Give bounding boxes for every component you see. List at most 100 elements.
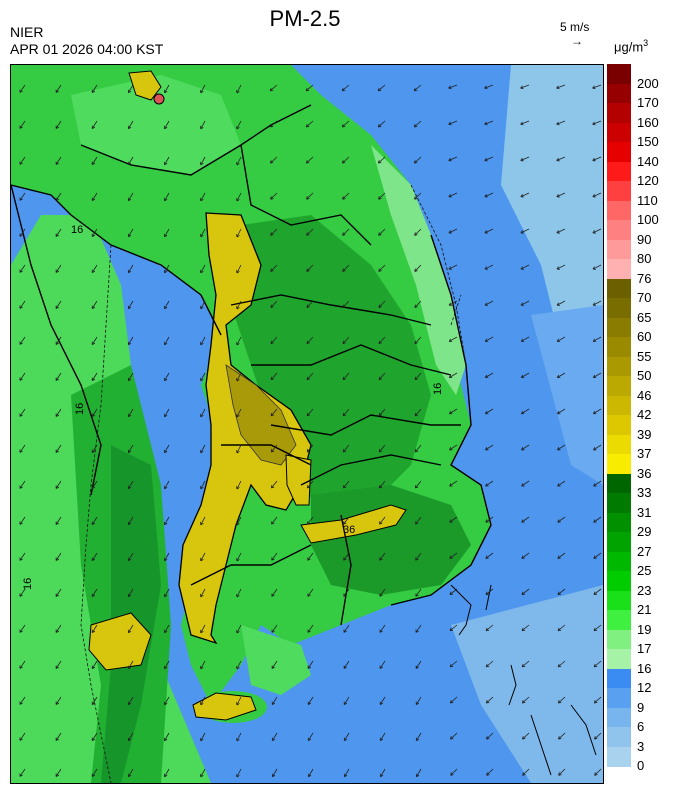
wind-arrow [272, 768, 278, 777]
wind-arrow-head [236, 557, 240, 562]
wind-arrow-head [200, 701, 204, 706]
wind-arrow-head [342, 448, 347, 453]
wind-arrow [55, 588, 62, 597]
wind-arrow [270, 192, 278, 200]
wind-arrow [164, 624, 170, 634]
wind-arrow [270, 372, 278, 381]
wind-arrow [164, 660, 170, 670]
wind-arrow-head [127, 449, 132, 454]
wind-arrow-head [484, 266, 488, 270]
wind-arrow [128, 408, 134, 417]
wind-arrow [128, 300, 134, 309]
wind-arrow-head [127, 521, 132, 526]
wind-arrow-head [380, 773, 384, 778]
wind-arrow [558, 696, 566, 704]
wind-arrow-head [19, 773, 23, 777]
legend-swatch [607, 746, 631, 767]
wind-arrow [449, 660, 458, 668]
wind-arrow-head [200, 305, 204, 310]
wind-scale-label: 5 m/s [560, 20, 590, 34]
wind-arrow [19, 624, 26, 633]
wind-arrow [557, 480, 566, 487]
wind-arrow-head [55, 269, 59, 273]
legend-swatch [607, 317, 631, 338]
wind-arrow [379, 480, 386, 489]
wind-arrow-head [414, 196, 418, 200]
wind-arrow [343, 588, 350, 597]
wind-arrow-head [344, 773, 348, 778]
wind-arrow-head [236, 125, 240, 130]
legend-swatch [607, 259, 631, 279]
wind-arrow [19, 480, 26, 489]
wind-arrow [379, 588, 386, 597]
wind-arrow [236, 228, 242, 238]
wind-arrow-head [342, 340, 346, 345]
wind-arrow-head [448, 374, 453, 379]
wind-arrow-head [592, 157, 596, 162]
wind-arrow [200, 696, 206, 706]
wind-arrow [128, 336, 134, 345]
legend-label: 110 [637, 192, 658, 208]
legend-swatch [607, 161, 631, 182]
wind-arrow [306, 120, 314, 128]
wind-arrow [19, 408, 26, 417]
legend-swatch [607, 356, 631, 377]
wind-arrow-head [556, 121, 560, 126]
wind-arrow [164, 552, 170, 562]
wind-arrow [271, 588, 278, 597]
wind-arrow [19, 192, 26, 201]
wind-arrow [306, 408, 314, 417]
wind-arrow-head [306, 448, 311, 453]
wind-arrow-head [271, 521, 275, 525]
wind-arrow-head [450, 772, 454, 776]
wind-arrow-head [448, 266, 452, 270]
wind-arrow-head [449, 663, 454, 668]
wind-arrow [486, 696, 494, 704]
wind-arrow-head [127, 773, 132, 778]
wind-arrow [19, 696, 26, 705]
wind-arrow-head [449, 591, 453, 595]
wind-arrow-head [343, 521, 347, 525]
wind-arrow-head [127, 125, 132, 130]
wind-arrow-head [55, 89, 59, 93]
wind-arrow-head [164, 629, 168, 634]
wind-arrow [164, 336, 170, 346]
wind-arrow-head [271, 737, 276, 742]
wind-arrow-head [55, 701, 59, 705]
wind-arrow-head [521, 410, 525, 415]
wind-arrow-head [484, 230, 488, 234]
legend-swatch [607, 610, 631, 630]
wind-arrow [378, 444, 386, 453]
wind-arrow [19, 120, 26, 129]
wind-arrow [270, 336, 278, 344]
wind-arrow [450, 768, 458, 776]
wind-arrow [19, 444, 26, 453]
wind-arrow [91, 408, 98, 417]
wind-arrow-head [91, 629, 96, 633]
wind-arrow-head [520, 157, 524, 162]
legend-label: 37 [637, 446, 652, 461]
wind-arrow-head [379, 557, 383, 561]
wind-arrow-head [200, 161, 204, 166]
wind-arrow [379, 552, 386, 561]
wind-arrow-head [449, 410, 453, 415]
wind-arrow [378, 408, 386, 417]
wind-arrow [128, 444, 134, 453]
wind-arrow-head [415, 665, 419, 669]
wind-arrow-head [55, 233, 59, 237]
wind-arrow-head [448, 194, 452, 198]
wind-arrow [19, 156, 26, 165]
wind-arrow-head [91, 269, 96, 273]
wind-arrow [307, 696, 314, 705]
wind-arrow [128, 480, 134, 489]
legend-swatch [607, 668, 631, 689]
wind-arrow-head [343, 557, 347, 561]
wind-arrow [414, 444, 422, 453]
wind-arrow [19, 336, 26, 345]
legend-label: 6 [637, 719, 645, 734]
wind-arrow-head [449, 447, 453, 451]
color-legend [607, 64, 631, 767]
wind-arrow-head [55, 557, 59, 561]
wind-scale-arrow-icon: → [571, 34, 583, 48]
wind-arrow [556, 156, 566, 161]
